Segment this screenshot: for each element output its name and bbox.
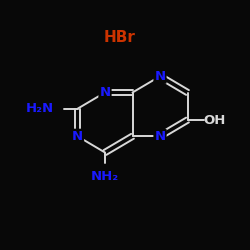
- Text: N: N: [154, 130, 166, 143]
- Text: N: N: [72, 130, 83, 143]
- Text: HBr: HBr: [104, 30, 136, 45]
- Text: OH: OH: [204, 114, 226, 126]
- Text: N: N: [154, 70, 166, 83]
- Text: N: N: [100, 86, 110, 99]
- Text: H₂N: H₂N: [26, 102, 54, 115]
- Text: NH₂: NH₂: [91, 170, 119, 183]
